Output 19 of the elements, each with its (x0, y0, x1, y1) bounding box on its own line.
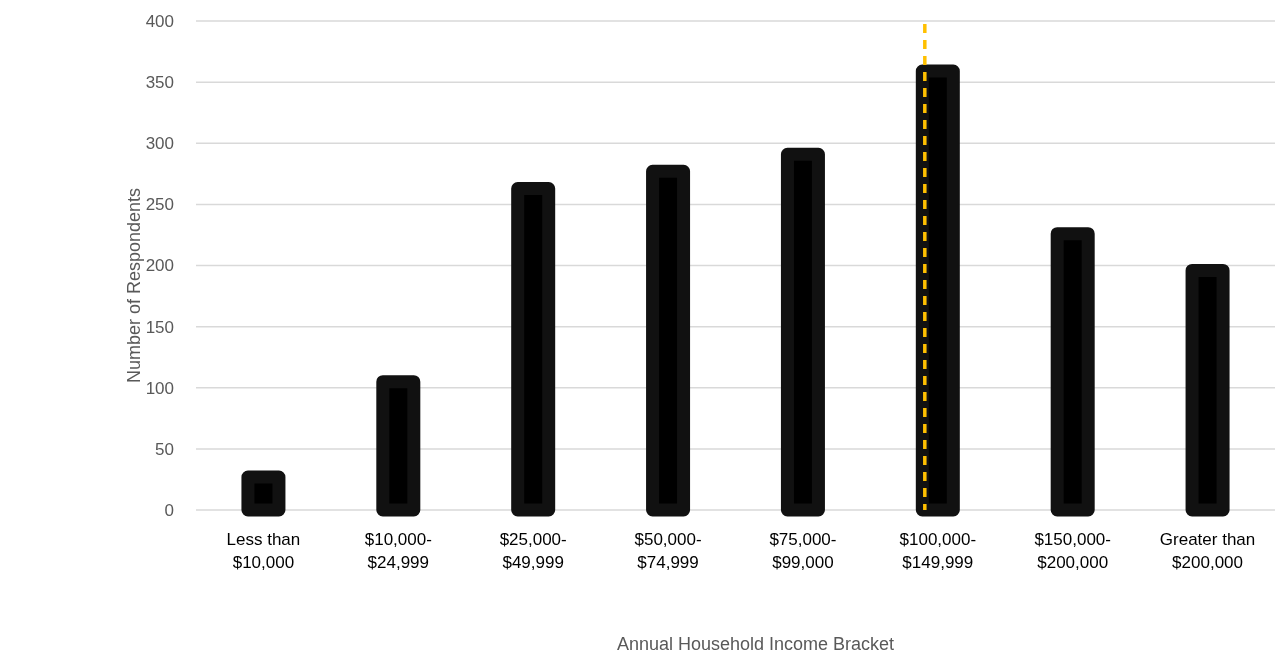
x-tick-label: $75,000-$99,000 (769, 530, 837, 572)
x-tick-label: $50,000-$74,999 (634, 530, 702, 572)
x-tick-label: Less than $10,000 (226, 530, 301, 572)
y-tick-label: 200 (145, 256, 174, 276)
y-tick-label: 300 (145, 134, 174, 154)
y-tick-label: 150 (145, 317, 174, 337)
x-tick-label: $150,000-$200,000 (1034, 530, 1111, 572)
x-tick-label: Greater than $200,000 (1159, 530, 1256, 572)
x-tick-label: $25,000-$49,999 (499, 530, 567, 572)
y-tick-label: 50 (155, 439, 174, 459)
x-tick-label: $10,000-$24,999 (364, 530, 432, 572)
y-tick-label: 250 (145, 195, 174, 215)
x-axis-title: Annual Household Income Bracket (616, 634, 895, 654)
x-tick-label: $100,000-$149,999 (899, 530, 977, 572)
y-tick-label: 350 (145, 73, 174, 93)
y-axis-title: Number of Respondents (124, 187, 144, 384)
y-tick-label: 400 (145, 11, 174, 31)
y-tick-label: 0 (164, 500, 174, 520)
y-tick-label: 100 (145, 378, 174, 398)
